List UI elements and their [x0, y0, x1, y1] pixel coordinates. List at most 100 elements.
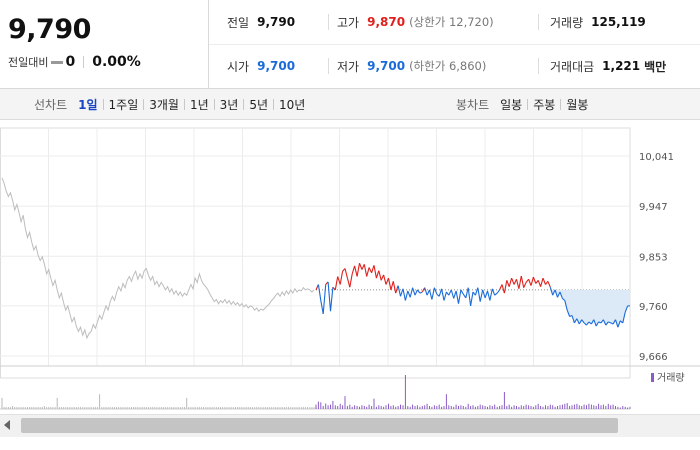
- stat-label: 저가: [337, 59, 360, 74]
- series-segment-today: [421, 287, 426, 293]
- summary-panel: 9,790 전일대비 0 0.00% 전일 9,790 고가 9,870 (상한…: [0, 0, 700, 89]
- series-segment-today: [443, 291, 447, 301]
- stat-high: 고가 9,870 (상한가 12,720): [337, 0, 494, 44]
- series-segment-today: [354, 265, 358, 277]
- series-segment-today: [337, 276, 341, 285]
- series-segment-today: [559, 291, 563, 299]
- divider: [273, 98, 275, 110]
- series-segment-today: [474, 287, 479, 296]
- plot-frame: [0, 127, 631, 379]
- series-segment-today: [486, 290, 491, 301]
- line-chart-options: 선차트 1일 1주일 3개월 1년 3년 5년 10년: [34, 89, 310, 119]
- y-tick-label: 9,666: [639, 352, 668, 363]
- divider: [538, 14, 539, 30]
- divider: [243, 98, 245, 110]
- y-tick-label: 9,760: [639, 302, 668, 313]
- candle-period-option[interactable]: 월봉: [566, 97, 589, 112]
- series-segment-today: [598, 321, 602, 324]
- series-segment-today: [453, 290, 457, 299]
- series-segment-today: [564, 300, 568, 311]
- series-segment-today: [532, 276, 537, 284]
- series-segment-today: [457, 289, 462, 304]
- series-segment-today: [537, 280, 542, 287]
- divider: [143, 98, 145, 110]
- series-segment-today: [361, 264, 365, 270]
- stat-prev-close: 전일 9,790: [227, 0, 295, 44]
- series-segment-today: [484, 290, 489, 299]
- series-segment-today: [494, 292, 498, 296]
- candle-period-option[interactable]: 주봉: [533, 97, 556, 112]
- series-segment-today: [404, 290, 409, 301]
- line-chart-label: 선차트: [34, 97, 68, 112]
- series-segment-today: [339, 271, 344, 285]
- series-segment-today: [460, 289, 464, 295]
- series-segment-today: [542, 277, 547, 285]
- stat-value: 1,221: [602, 59, 641, 73]
- series-segment-today: [520, 275, 525, 288]
- current-price: 9,790: [8, 14, 91, 45]
- series-segment-today: [317, 284, 322, 301]
- y-tick-label: 10,041: [639, 152, 674, 163]
- series-segment-today: [557, 291, 561, 298]
- stat-open: 시가 9,700: [227, 44, 295, 88]
- series-segment-today: [402, 288, 406, 301]
- series-segment-today: [608, 321, 611, 324]
- series-segment-today: [322, 284, 327, 314]
- intraday-chart[interactable]: 10,041 9,947 9,853 9,760 9,666 거래량: [0, 120, 700, 410]
- series-segment-today: [554, 289, 559, 298]
- scroll-thumb[interactable]: [21, 418, 618, 433]
- below-baseline-fill: [550, 289, 630, 328]
- series-segment-today: [327, 281, 332, 312]
- stats-row-2: 시가 9,700 저가 9,700 (하한가 6,860) 거래대금 1,221…: [209, 44, 700, 88]
- series-segment-today: [320, 300, 324, 314]
- series-segment-today: [540, 277, 544, 287]
- divider: [183, 98, 185, 110]
- series-segment-today: [399, 288, 404, 297]
- period-option[interactable]: 1년: [189, 97, 209, 112]
- stat-label: 고가: [337, 15, 360, 30]
- series-segment-today: [414, 289, 418, 296]
- price-chart-svg: 10,041 9,947 9,853 9,760 9,666 거래량: [0, 127, 700, 410]
- series-segment-today: [624, 305, 629, 313]
- series-segment-today: [409, 287, 414, 298]
- series-segment-today: [416, 289, 421, 294]
- stat-volume: 거래량 125,119: [550, 0, 646, 44]
- stat-label: 전일: [227, 15, 250, 30]
- period-option[interactable]: 3년: [219, 97, 239, 112]
- series-segment-today: [329, 287, 334, 312]
- series-segment-today: [525, 278, 530, 283]
- series-segment-today: [549, 287, 554, 296]
- series-segment-today: [412, 287, 416, 296]
- candle-period-option[interactable]: 일봉: [500, 97, 523, 112]
- period-option[interactable]: 3개월: [149, 97, 179, 112]
- series-segment-today: [614, 319, 619, 328]
- scroll-left-arrow-icon[interactable]: [4, 420, 10, 430]
- series-segment-today: [595, 321, 600, 327]
- stat-value: 9,870: [367, 15, 406, 29]
- series-segment-today: [419, 291, 423, 294]
- y-tick-label: 9,947: [639, 202, 668, 213]
- series-segment-today: [368, 267, 373, 274]
- series-segment-today: [515, 279, 520, 289]
- chart-scrollbar[interactable]: [0, 414, 700, 437]
- unchanged-icon: [51, 60, 64, 64]
- series-segment-today: [358, 263, 363, 270]
- series-segment-today: [605, 321, 609, 326]
- series-segment-today: [562, 297, 566, 301]
- series-segment-today: [390, 281, 394, 291]
- series-segment-today: [344, 268, 348, 279]
- upper-limit: (상한가 12,720): [409, 15, 494, 29]
- series-segment-today: [496, 289, 501, 294]
- series-segment-today: [482, 289, 486, 299]
- series-segment-today: [610, 322, 614, 325]
- change-label: 전일대비: [8, 56, 49, 69]
- series-segment-today: [511, 277, 515, 285]
- divider: [213, 98, 215, 110]
- period-option[interactable]: 10년: [279, 97, 306, 112]
- series-segment-today: [351, 265, 356, 275]
- stat-value: 9,790: [257, 15, 296, 29]
- period-option[interactable]: 1주일: [108, 97, 139, 112]
- period-option[interactable]: 5년: [249, 97, 269, 112]
- period-option[interactable]: 1일: [78, 97, 98, 112]
- series-segment-today: [552, 289, 556, 296]
